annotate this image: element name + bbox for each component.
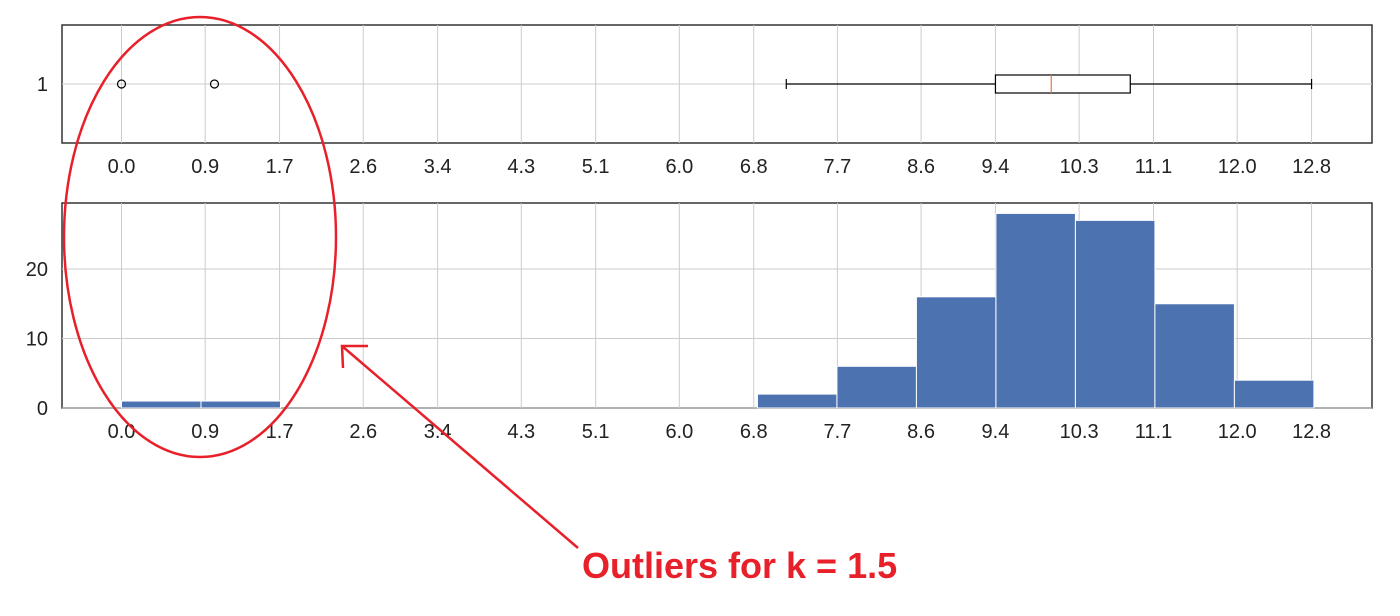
histogram-panel: 0.0 0.9 1.7 2.6 3.4 4.3 5.1 6.0 6.8 7.7 8.6 9.4 10.3…	[26, 202, 1373, 443]
histogram-bar	[1074, 219, 1156, 409]
hist-y-tick-label: 0	[37, 398, 48, 420]
box-x-tick-label: 12.0	[1218, 156, 1257, 178]
hist-x-tick-label: 7.7	[823, 421, 851, 443]
hist-x-tick-label: 8.6	[907, 421, 935, 443]
box-x-tick-label: 4.3	[507, 156, 535, 178]
box-x-tick-label: 10.3	[1060, 156, 1099, 178]
hist-x-tick-label: 5.1	[582, 421, 610, 443]
hist-x-tick-label: 10.3	[1060, 421, 1099, 443]
hist-x-tick-label: 3.4	[424, 421, 452, 443]
hist-x-tick-label: 0.0	[108, 421, 136, 443]
box-x-tick-label: 11.1	[1135, 156, 1172, 178]
boxplot-marks	[116, 74, 1313, 94]
box-x-tick-label: 9.4	[982, 156, 1010, 178]
histogram-bar	[756, 393, 838, 409]
hist-x-tick-label: 6.8	[740, 421, 768, 443]
box-x-tick-label: 1.7	[266, 156, 294, 178]
hist-x-tick-label: 11.1	[1135, 421, 1172, 443]
hist-x-tick-label: 0.9	[191, 421, 219, 443]
hist-x-tick-label: 12.0	[1218, 421, 1257, 443]
histogram-x-tick-labels: 0.0 0.9 1.7 2.6 3.4 4.3 5.1 6.0 6.8 7.7 8.6 9.4 10.3…	[108, 421, 1331, 443]
box-x-tick-label: 0.0	[108, 156, 136, 178]
hist-x-tick-label: 4.3	[507, 421, 535, 443]
box-y-tick-label: 1	[37, 74, 48, 96]
histogram-bars	[121, 212, 1315, 409]
histogram-bar	[121, 400, 202, 409]
boxplot-panel: 0.0 0.9 1.7 2.6 3.4 4.3 5.1 6.0 6.8 7.7 8.6 9.4 10.3…	[37, 24, 1373, 178]
hist-y-tick-label: 10	[26, 329, 48, 351]
histogram-bar	[836, 365, 917, 409]
box-x-tick-label: 6.8	[740, 156, 768, 178]
annotation-arrow-shaft	[341, 345, 579, 549]
hist-x-tick-label: 12.8	[1292, 421, 1331, 443]
box-iqr	[994, 74, 1131, 94]
boxplot-y-tick-labels: 1	[37, 74, 48, 96]
histogram-bar	[995, 212, 1076, 409]
histogram-bar	[1154, 303, 1235, 409]
box-x-tick-label: 7.7	[823, 156, 851, 178]
box-x-tick-label: 12.8	[1292, 156, 1331, 178]
box-x-tick-label: 8.6	[907, 156, 935, 178]
hist-x-tick-label: 2.6	[349, 421, 377, 443]
outlier-point	[209, 79, 220, 89]
boxplot-x-tick-labels: 0.0 0.9 1.7 2.6 3.4 4.3 5.1 6.0 6.8 7.7 8.6 9.4 10.3…	[108, 156, 1331, 178]
histogram-bar	[1233, 379, 1315, 409]
box-x-tick-label: 2.6	[349, 156, 377, 178]
hist-x-tick-label: 6.0	[665, 421, 693, 443]
outlier-ellipse	[62, 15, 338, 459]
outlier-point	[116, 79, 127, 89]
hist-y-tick-label: 20	[26, 259, 48, 281]
box-x-tick-label: 3.4	[424, 156, 452, 178]
box-x-tick-label: 0.9	[191, 156, 219, 178]
histogram-bar	[915, 296, 997, 409]
histogram-y-tick-labels: 0 10 20	[26, 259, 48, 420]
annotation-arrow-head	[340, 344, 368, 369]
hist-x-tick-label: 1.7	[266, 421, 294, 443]
box-x-tick-label: 6.0	[665, 156, 693, 178]
annotation-text: Outliers for k = 1.5	[582, 545, 897, 586]
box-x-tick-label: 5.1	[582, 156, 610, 178]
histogram-bar	[200, 400, 281, 409]
outlier-annotation: Outliers for k = 1.5	[62, 15, 897, 586]
hist-x-tick-label: 9.4	[982, 421, 1010, 443]
